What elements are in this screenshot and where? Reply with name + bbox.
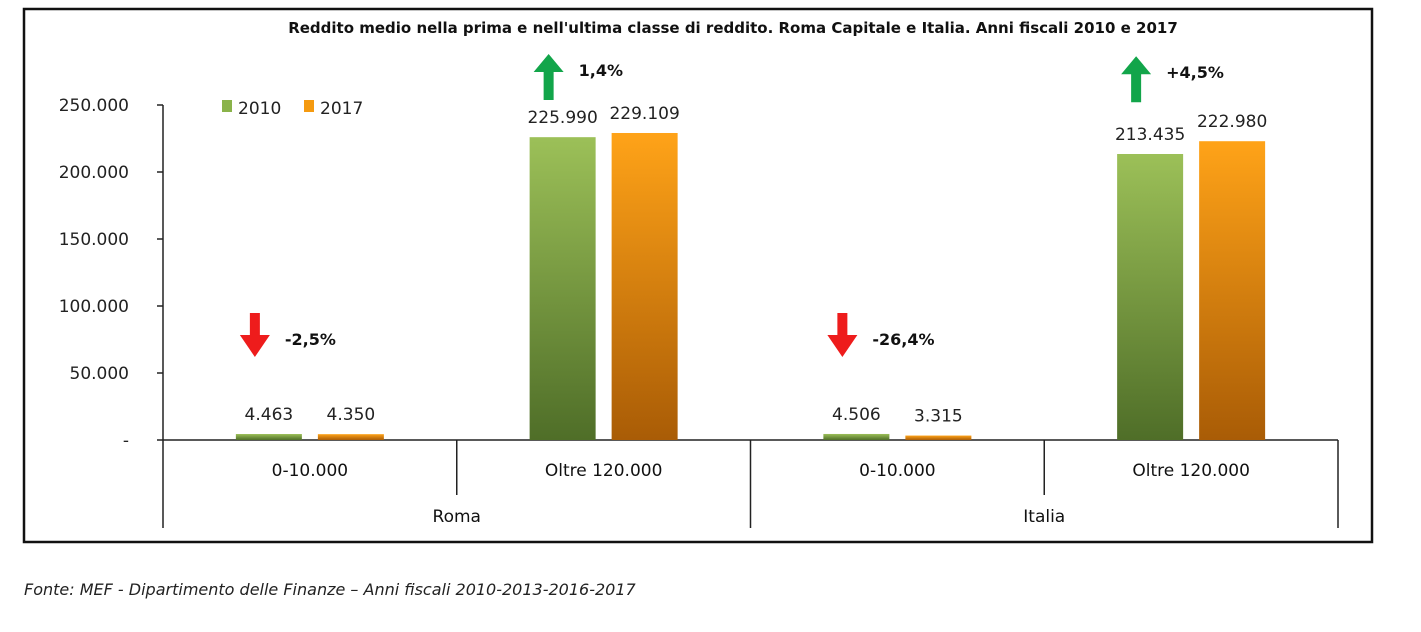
legend-swatch	[222, 100, 232, 112]
change-label: 1,4%	[579, 61, 623, 80]
category-label: 0-10.000	[272, 461, 348, 481]
change-label: -2,5%	[285, 330, 336, 349]
y-tick-label: 200.000	[59, 163, 129, 183]
y-tick-label: 50.000	[70, 364, 129, 384]
y-tick-label: 100.000	[59, 297, 129, 317]
group-label: Roma	[433, 507, 481, 527]
bar-2010	[823, 433, 890, 440]
group-label: Italia	[1023, 507, 1065, 527]
chart-title: Reddito medio nella prima e nell'ultima …	[288, 19, 1178, 37]
arrow-up-icon	[1121, 56, 1152, 103]
bar-2010	[1117, 153, 1184, 440]
data-label: 4.350	[327, 405, 376, 425]
data-label: 229.109	[609, 104, 679, 124]
legend-label: 2017	[320, 99, 363, 119]
category-label: Oltre 120.000	[545, 461, 663, 481]
data-label: 3.315	[914, 407, 963, 427]
legend-label: 2010	[238, 99, 281, 119]
arrow-down-icon	[239, 313, 270, 357]
bar-2017	[905, 435, 972, 440]
category-label: Oltre 120.000	[1132, 461, 1250, 481]
change-label: +4,5%	[1166, 63, 1224, 82]
category-label: 0-10.000	[859, 461, 935, 481]
data-label: 225.990	[527, 108, 597, 128]
arrow-down-icon	[827, 313, 858, 357]
y-tick-label: 150.000	[59, 230, 129, 250]
legend-swatch	[304, 100, 314, 112]
bar-2017	[317, 434, 384, 440]
y-tick-label: 250.000	[59, 96, 129, 116]
data-label: 4.506	[832, 405, 881, 425]
bar-2017	[1199, 141, 1266, 441]
bar-2010	[529, 137, 596, 440]
arrow-up-icon	[533, 54, 564, 100]
chart-frame: Reddito medio nella prima e nell'ultima …	[22, 7, 1374, 544]
bar-chart: Reddito medio nella prima e nell'ultima …	[22, 7, 1374, 544]
bar-2017	[611, 132, 678, 440]
source-note: Fonte: MEF - Dipartimento delle Finanze …	[24, 580, 636, 599]
y-tick-label: -	[123, 431, 129, 451]
change-label: -26,4%	[872, 330, 934, 349]
data-label: 222.980	[1197, 112, 1267, 132]
data-label: 213.435	[1115, 125, 1185, 145]
data-label: 4.463	[245, 405, 294, 425]
bar-2010	[235, 434, 302, 440]
